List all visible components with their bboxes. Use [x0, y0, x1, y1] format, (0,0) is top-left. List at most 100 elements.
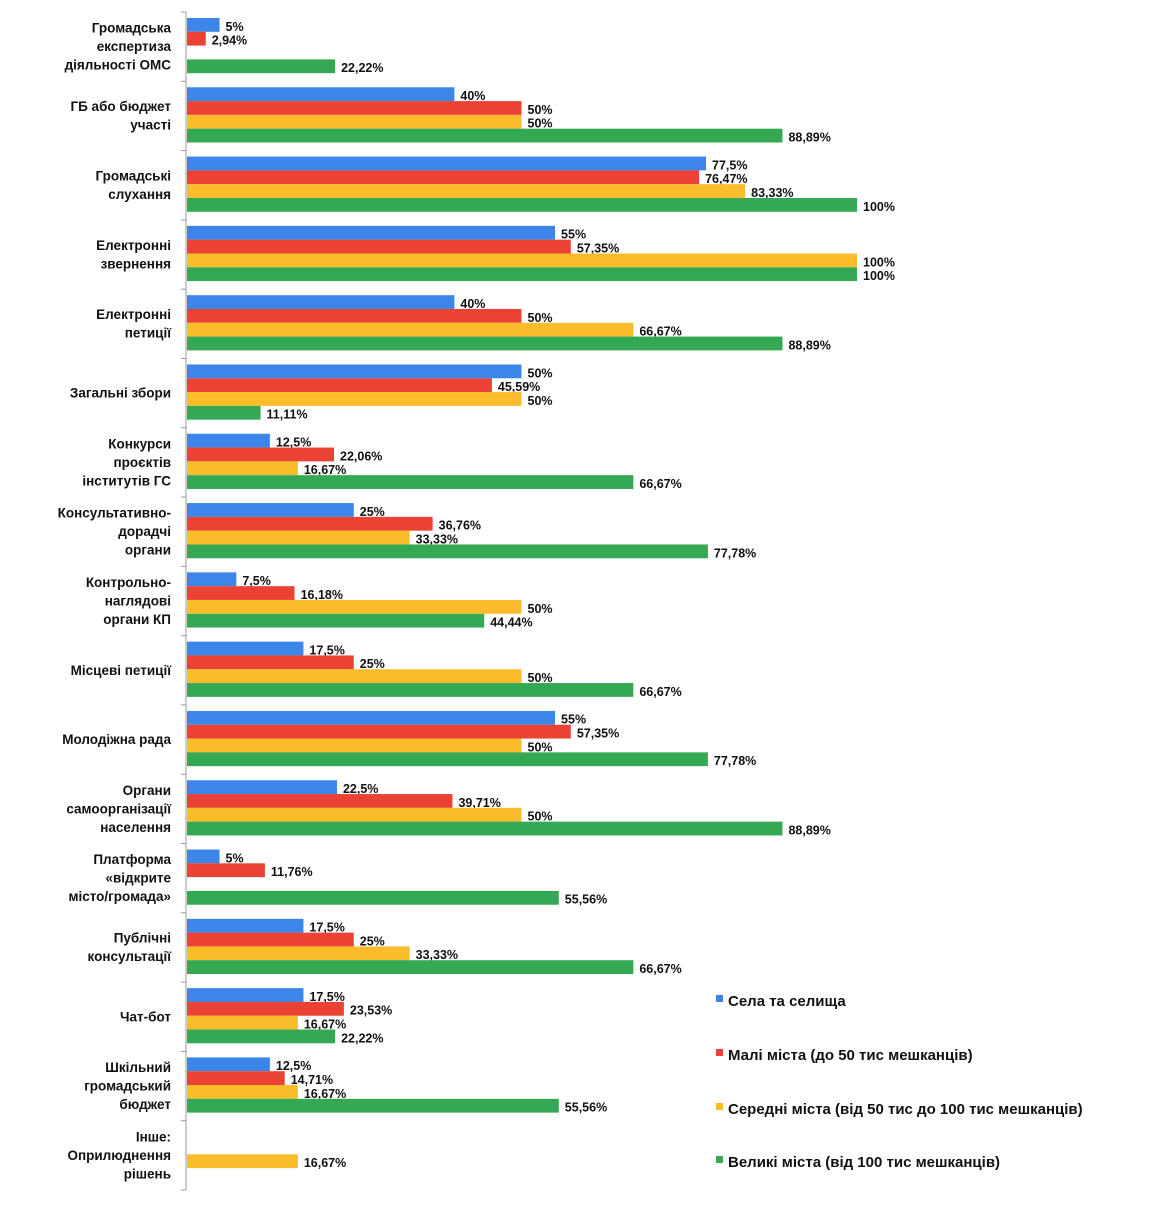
data-label: 22,5%	[343, 782, 378, 796]
category-label: Конкурси проєктів інститутів ГС	[82, 436, 171, 488]
data-label: 11,11%	[267, 408, 308, 422]
data-label: 44,44%	[490, 616, 532, 630]
bar	[187, 655, 354, 670]
category-label: Публічні консультації	[88, 931, 173, 965]
bar	[187, 392, 522, 406]
data-label: 16,18%	[301, 588, 343, 602]
data-label: 50%	[528, 810, 553, 824]
bar	[187, 738, 522, 753]
bar	[187, 239, 571, 254]
bar	[187, 1029, 336, 1044]
bar	[187, 447, 335, 462]
bar	[187, 114, 522, 129]
bar	[187, 530, 410, 545]
data-label: 55%	[561, 713, 586, 727]
bar	[187, 1001, 344, 1016]
data-label: 100%	[863, 255, 895, 269]
legend-swatch	[716, 995, 723, 1002]
legend-label: Малі міста (до 50 тис мешканців)	[728, 1047, 973, 1064]
data-label: 77,5%	[712, 158, 747, 172]
bar	[187, 544, 708, 559]
data-label: 22,22%	[341, 61, 383, 75]
data-label: 14,71%	[291, 1073, 333, 1087]
data-label: 16,67%	[304, 463, 346, 477]
bar	[187, 475, 634, 489]
category-label: Контрольно-наглядові органи КП	[86, 575, 171, 627]
data-label: 77,78%	[714, 754, 756, 768]
data-label: 88,89%	[788, 338, 830, 352]
bar	[187, 599, 522, 614]
category-label: Електронні звернення	[96, 238, 171, 272]
data-label: 40%	[460, 89, 485, 103]
bar	[187, 572, 237, 587]
data-label: 66,67%	[639, 477, 681, 491]
data-label: 33,33%	[416, 948, 458, 962]
category-label: Електронні петиції	[96, 307, 172, 341]
data-label: 50%	[528, 117, 553, 131]
bar	[187, 156, 707, 171]
data-label: 55%	[561, 228, 586, 242]
data-label: 100%	[863, 200, 895, 214]
data-label: 25%	[360, 505, 385, 519]
data-label: 50%	[528, 311, 553, 325]
data-label: 16,67%	[304, 1018, 346, 1032]
data-label: 16,67%	[304, 1087, 346, 1101]
bar	[187, 18, 220, 32]
category-label: Шкільний громадський бюджет	[84, 1060, 171, 1112]
data-label: 17,5%	[309, 990, 344, 1004]
bar	[187, 128, 783, 143]
data-label: 50%	[528, 740, 553, 754]
legend-swatch	[716, 1156, 723, 1163]
bar	[187, 87, 455, 102]
bar	[187, 1071, 285, 1086]
bar	[187, 253, 857, 268]
data-label: 88,89%	[788, 130, 830, 144]
bar	[187, 752, 708, 767]
data-label: 50%	[528, 366, 553, 380]
data-label: 57,35%	[577, 241, 619, 255]
bar	[187, 918, 304, 933]
bar	[187, 295, 455, 309]
legend-label: Середні міста (від 50 тис до 100 тис меш…	[728, 1101, 1083, 1118]
category-label: Чат-бот	[120, 1009, 171, 1024]
bar	[187, 405, 261, 420]
category-label: Молодіжна рада	[62, 732, 171, 747]
data-label: 40%	[460, 297, 485, 311]
data-label: 36,76%	[439, 519, 481, 533]
data-label: 66,67%	[639, 685, 681, 699]
data-label: 22,22%	[341, 1031, 383, 1045]
bar	[187, 849, 220, 864]
category-label: Інше: Оприлюднення рішень	[67, 1129, 171, 1181]
data-label: 45,59%	[498, 380, 540, 394]
data-label: 88,89%	[788, 823, 830, 837]
data-label: 5%	[226, 851, 244, 865]
bar	[187, 794, 453, 808]
bar	[187, 821, 783, 836]
data-label: 77,78%	[714, 546, 756, 560]
category-label: Громадська експертиза діяльності ОМС	[65, 21, 172, 73]
bar	[187, 461, 298, 476]
category-label: Місцеві петиції	[71, 663, 173, 678]
bar	[187, 1085, 298, 1099]
data-label: 23,53%	[350, 1004, 392, 1018]
data-label: 12,5%	[276, 1059, 311, 1073]
data-label: 66,67%	[639, 962, 681, 976]
bar	[187, 988, 304, 1002]
bar	[187, 516, 433, 531]
bar	[187, 170, 700, 185]
bar	[187, 890, 559, 905]
bar	[187, 1154, 298, 1169]
bar	[187, 225, 556, 240]
bar	[187, 807, 522, 822]
bar	[187, 378, 492, 393]
bar	[187, 1098, 559, 1113]
data-label: 17,5%	[309, 921, 344, 935]
bar	[187, 863, 265, 878]
bar	[187, 31, 206, 46]
bar	[187, 197, 857, 212]
data-label: 25%	[360, 934, 385, 948]
bar	[187, 932, 354, 947]
bar	[187, 586, 295, 600]
bar	[187, 101, 522, 115]
category-label: Платформа «відкрите місто/громада»	[68, 852, 171, 904]
